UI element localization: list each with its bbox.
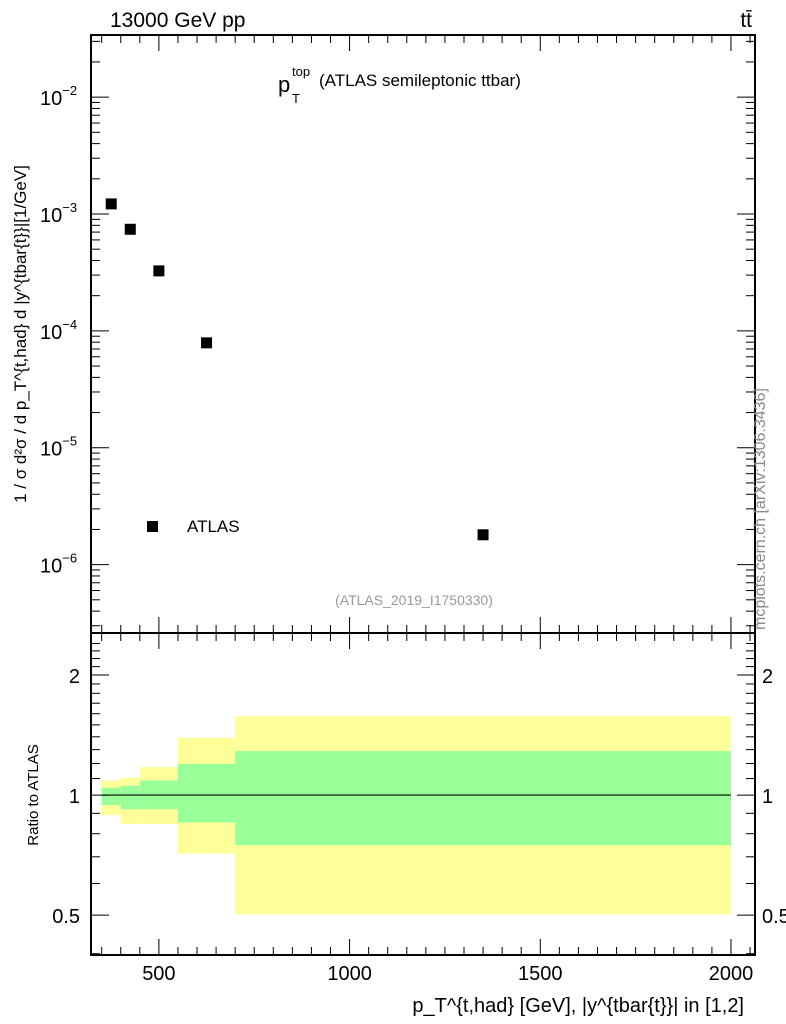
axis-ticks: 500 1000 1500 2000 10−2 10−3 10−4 10−5 10−6 0.5 0.… bbox=[40, 35, 786, 985]
x-tick-label: 1500 bbox=[518, 963, 563, 985]
band-stat-uncertainty-bin bbox=[101, 787, 121, 806]
y-tick-label: 10−6 bbox=[40, 551, 77, 578]
data-point bbox=[124, 223, 136, 235]
data-point bbox=[153, 265, 165, 277]
title-sub: T bbox=[292, 91, 300, 106]
side-label: mcplots.cern.ch [arXiv:1306.3436] bbox=[752, 388, 769, 630]
plot-title: p top T (ATLAS semileptonic ttbar) bbox=[278, 64, 521, 106]
title-p: p bbox=[278, 72, 290, 97]
data-point bbox=[105, 198, 117, 210]
band-stat-uncertainty-bin bbox=[120, 785, 140, 810]
y-tick-label: 10−5 bbox=[40, 434, 77, 461]
ratio-panel-frame bbox=[90, 632, 756, 956]
y-tick-label: 10−4 bbox=[40, 317, 77, 344]
ratio-y-tick-label-left: 1 bbox=[69, 786, 80, 808]
ratio-y-label: Ratio to ATLAS bbox=[25, 744, 42, 845]
x-axis-label: p_T^{t,had} [GeV], |y^{tbar{t}}| in [1,2… bbox=[412, 995, 744, 1017]
title-sup: top bbox=[292, 64, 310, 79]
title-rest: (ATLAS semileptonic ttbar) bbox=[319, 71, 521, 90]
legend: ATLAS bbox=[147, 517, 240, 536]
ratio-y-tick-label-right: 1 bbox=[762, 786, 773, 808]
y-axis-label: 1 / σ d²σ / d p_T^{t,had} d |y^{tbar{t}}… bbox=[11, 165, 30, 503]
ratio-y-tick-label-right: 0.5 bbox=[762, 906, 786, 928]
legend-marker bbox=[147, 521, 158, 532]
x-tick-label: 1000 bbox=[327, 963, 372, 985]
legend-label: ATLAS bbox=[187, 517, 240, 536]
data-point bbox=[477, 529, 489, 541]
main-panel-frame bbox=[90, 34, 756, 634]
x-tick-label: 2000 bbox=[709, 963, 754, 985]
ratio-bands bbox=[101, 716, 731, 915]
ratio-y-tick-label-left: 2 bbox=[69, 666, 80, 688]
y-tick-label: 10−3 bbox=[40, 200, 77, 227]
ratio-y-tick-label-right: 2 bbox=[762, 666, 773, 688]
ratio-y-tick-label-left: 0.5 bbox=[52, 906, 80, 928]
band-stat-uncertainty-bin bbox=[235, 751, 731, 846]
band-stat-uncertainty-bin bbox=[177, 763, 236, 823]
x-tick-label: 500 bbox=[142, 963, 175, 985]
analysis-annotation: (ATLAS_2019_I1750330) bbox=[335, 592, 493, 608]
y-tick-label: 10−2 bbox=[40, 83, 77, 110]
data-marks bbox=[101, 198, 731, 796]
header-left: 13000 GeV pp bbox=[110, 9, 245, 32]
data-point bbox=[201, 337, 213, 349]
header-right: tt̄ bbox=[740, 9, 752, 32]
